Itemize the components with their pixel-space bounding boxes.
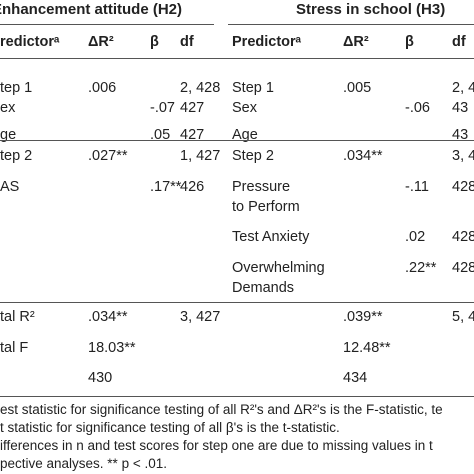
- cell: 430: [88, 370, 113, 386]
- rule: [0, 302, 474, 303]
- cell: Sex: [232, 100, 257, 116]
- footnote: ifferences in n and test scores for step…: [0, 438, 433, 453]
- cell: 43: [452, 127, 469, 143]
- cell: 43: [452, 100, 469, 116]
- footnote: pective analyses. ** p < .01.: [0, 456, 167, 471]
- column-header: Predictorᵃ: [232, 34, 302, 50]
- cell: Step 2: [232, 148, 274, 164]
- cell: .039**: [343, 309, 383, 325]
- cell: 428: [452, 260, 474, 276]
- cell: 428: [452, 229, 474, 245]
- cell: Overwhelming Demands: [232, 260, 325, 296]
- cell: 434: [343, 370, 368, 386]
- cell: 5, 4: [452, 309, 474, 325]
- column-header: df: [452, 34, 466, 50]
- cell: tep 2: [0, 148, 33, 164]
- cell: Pressure to Perform: [232, 179, 300, 215]
- group-title: Stress in school (H3): [296, 1, 446, 18]
- cell: 3, 4: [452, 148, 474, 164]
- cell: .22**: [405, 260, 437, 276]
- cell: 1, 427: [180, 148, 221, 164]
- cell: tep 1: [0, 80, 33, 96]
- rule: [0, 24, 214, 25]
- cell: .02: [405, 229, 426, 245]
- column-header: redictorᵃ: [0, 34, 60, 50]
- cell: Step 1: [232, 80, 274, 96]
- column-header: β: [405, 34, 414, 50]
- cell: ex: [0, 100, 16, 116]
- cell: 18.03**: [88, 340, 136, 356]
- cell: AS: [0, 179, 20, 195]
- cell: 2, 428: [180, 80, 221, 96]
- cell: .006: [88, 80, 117, 96]
- column-header: df: [180, 34, 194, 50]
- cell: .05: [150, 127, 171, 143]
- cell: .17**: [150, 179, 182, 195]
- rule: [0, 140, 474, 141]
- rule: [228, 24, 474, 25]
- footnote: est statistic for significance testing o…: [0, 402, 443, 417]
- cell: 3, 427: [180, 309, 221, 325]
- cell: 426: [180, 179, 205, 195]
- column-header: ΔR²: [88, 34, 114, 50]
- column-header: β: [150, 34, 159, 50]
- cell: -.07: [150, 100, 175, 116]
- cell: -.06: [405, 100, 430, 116]
- rule: [0, 58, 474, 59]
- cell: .027**: [88, 148, 128, 164]
- cell: .005: [343, 80, 372, 96]
- footnote: t statistic for significance testing of …: [0, 420, 340, 435]
- rule: [0, 396, 474, 397]
- cell: Age: [232, 127, 258, 143]
- cell: 427: [180, 127, 205, 143]
- cell: tal R²: [0, 309, 35, 325]
- cell: .034**: [343, 148, 383, 164]
- cell: ge: [0, 127, 17, 143]
- cell: Test Anxiety: [232, 229, 310, 245]
- cell: 427: [180, 100, 205, 116]
- column-header: ΔR²: [343, 34, 369, 50]
- cell: 2, 4: [452, 80, 474, 96]
- cell: 12.48**: [343, 340, 391, 356]
- cell: .034**: [88, 309, 128, 325]
- group-title: Enhancement attitude (H2): [0, 1, 183, 18]
- cell: 428: [452, 179, 474, 195]
- cell: -.11: [405, 179, 429, 195]
- cell: tal F: [0, 340, 29, 356]
